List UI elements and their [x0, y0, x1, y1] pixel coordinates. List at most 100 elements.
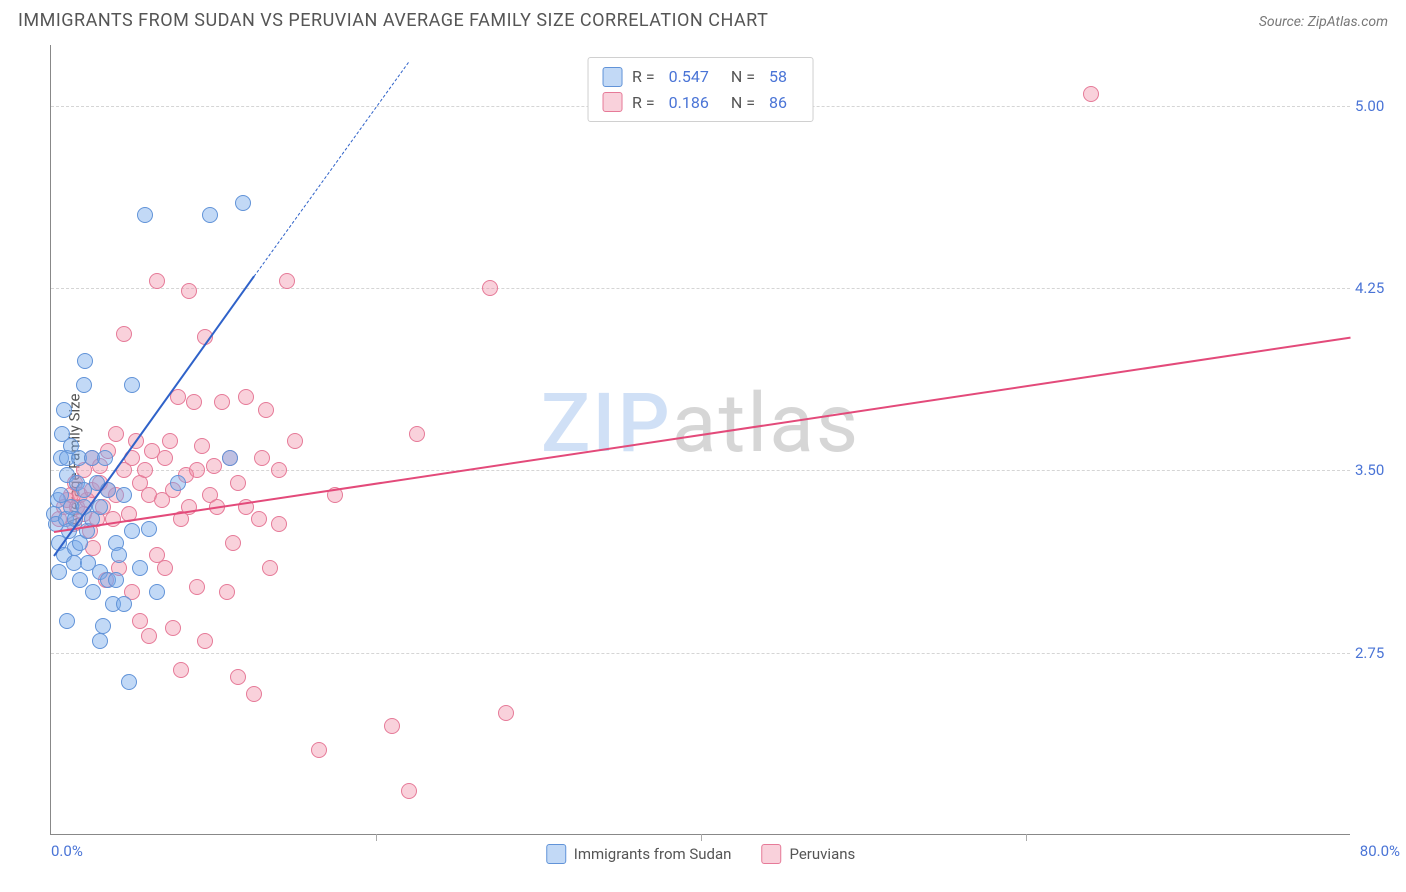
y-tick-label: 4.25 — [1355, 279, 1405, 297]
scatter-point-peruvian — [189, 579, 205, 595]
x-tick-mark — [701, 834, 702, 841]
chart-title: IMMIGRANTS FROM SUDAN VS PERUVIAN AVERAG… — [18, 10, 768, 31]
scatter-point-peruvian — [311, 742, 327, 758]
scatter-point-sudan — [95, 618, 111, 634]
scatter-point-sudan — [85, 584, 101, 600]
r-value-sudan: 0.547 — [669, 64, 709, 90]
scatter-point-sudan — [76, 377, 92, 393]
correlation-legend: R = 0.547 N = 58 R = 0.186 N = 86 — [587, 57, 814, 122]
scatter-point-peruvian — [251, 511, 267, 527]
scatter-point-peruvian — [162, 433, 178, 449]
trend-line — [254, 62, 409, 276]
scatter-point-peruvian — [271, 516, 287, 532]
scatter-point-sudan — [132, 560, 148, 576]
plot-area: ZIPatlas R = 0.547 N = 58 R = 0.186 N = … — [50, 45, 1350, 835]
scatter-point-peruvian — [271, 462, 287, 478]
legend-item-peruvian: Peruvians — [761, 844, 855, 864]
scatter-point-sudan — [59, 613, 75, 629]
scatter-point-peruvian — [287, 433, 303, 449]
scatter-point-peruvian — [1083, 86, 1099, 102]
scatter-point-peruvian — [225, 535, 241, 551]
scatter-point-peruvian — [206, 458, 222, 474]
scatter-point-peruvian — [482, 280, 498, 296]
scatter-point-peruvian — [141, 628, 157, 644]
series-legend: Immigrants from Sudan Peruvians — [546, 844, 856, 864]
legend-label-peruvian: Peruvians — [789, 845, 855, 863]
swatch-peruvian — [602, 92, 622, 112]
n-value-peruvian: 86 — [769, 90, 787, 116]
watermark: ZIPatlas — [541, 376, 860, 472]
scatter-point-sudan — [222, 450, 238, 466]
chart-container: Average Family Size ZIPatlas R = 0.547 N… — [0, 35, 1406, 885]
scatter-point-sudan — [56, 402, 72, 418]
gridline-h — [51, 653, 1350, 654]
scatter-point-peruvian — [157, 450, 173, 466]
scatter-point-sudan — [116, 487, 132, 503]
scatter-point-sudan — [124, 523, 140, 539]
swatch-sudan-icon — [546, 844, 566, 864]
scatter-point-peruvian — [238, 389, 254, 405]
n-value-sudan: 58 — [769, 64, 787, 90]
scatter-point-peruvian — [189, 462, 205, 478]
scatter-point-peruvian — [258, 402, 274, 418]
scatter-point-sudan — [170, 475, 186, 491]
scatter-point-peruvian — [279, 273, 295, 289]
scatter-point-peruvian — [219, 584, 235, 600]
scatter-point-sudan — [97, 450, 113, 466]
scatter-point-peruvian — [254, 450, 270, 466]
n-label: N = — [731, 64, 755, 90]
scatter-point-peruvian — [165, 620, 181, 636]
scatter-point-sudan — [77, 353, 93, 369]
scatter-point-peruvian — [384, 718, 400, 734]
y-tick-label: 2.75 — [1355, 644, 1405, 662]
scatter-point-sudan — [137, 207, 153, 223]
scatter-point-peruvian — [149, 273, 165, 289]
scatter-point-sudan — [72, 572, 88, 588]
scatter-point-peruvian — [181, 283, 197, 299]
trend-line — [54, 337, 1351, 533]
x-tick-mark — [1026, 834, 1027, 841]
chart-source: Source: ZipAtlas.com — [1259, 14, 1388, 30]
scatter-point-peruvian — [401, 783, 417, 799]
scatter-point-sudan — [108, 572, 124, 588]
legend-row-peruvian: R = 0.186 N = 86 — [602, 90, 799, 116]
n-label: N = — [731, 90, 755, 116]
gridline-h — [51, 470, 1350, 471]
r-label: R = — [632, 64, 655, 90]
scatter-point-peruvian — [230, 669, 246, 685]
scatter-point-sudan — [124, 377, 140, 393]
scatter-point-sudan — [121, 674, 137, 690]
scatter-point-peruvian — [137, 462, 153, 478]
scatter-point-peruvian — [194, 438, 210, 454]
scatter-point-sudan — [202, 207, 218, 223]
scatter-point-peruvian — [498, 705, 514, 721]
x-axis-min: 0.0% — [51, 842, 83, 860]
scatter-point-sudan — [116, 596, 132, 612]
scatter-point-peruvian — [246, 686, 262, 702]
scatter-point-peruvian — [409, 426, 425, 442]
scatter-point-sudan — [149, 584, 165, 600]
scatter-point-peruvian — [230, 475, 246, 491]
scatter-point-sudan — [235, 195, 251, 211]
legend-item-sudan: Immigrants from Sudan — [546, 844, 732, 864]
scatter-point-peruvian — [262, 560, 278, 576]
x-axis-max: 80.0% — [1360, 842, 1400, 860]
x-tick-mark — [376, 834, 377, 841]
scatter-point-peruvian — [108, 426, 124, 442]
scatter-point-sudan — [111, 547, 127, 563]
y-tick-label: 5.00 — [1355, 97, 1405, 115]
legend-row-sudan: R = 0.547 N = 58 — [602, 64, 799, 90]
swatch-peruvian-icon — [761, 844, 781, 864]
y-tick-label: 3.50 — [1355, 461, 1405, 479]
scatter-point-peruvian — [132, 613, 148, 629]
r-value-peruvian: 0.186 — [669, 90, 709, 116]
scatter-point-sudan — [141, 521, 157, 537]
r-label: R = — [632, 90, 655, 116]
scatter-point-peruvian — [157, 560, 173, 576]
legend-label-sudan: Immigrants from Sudan — [574, 845, 732, 863]
watermark-zip: ZIP — [541, 376, 672, 472]
scatter-point-peruvian — [116, 326, 132, 342]
scatter-point-peruvian — [197, 633, 213, 649]
scatter-point-peruvian — [214, 394, 230, 410]
swatch-sudan — [602, 67, 622, 87]
